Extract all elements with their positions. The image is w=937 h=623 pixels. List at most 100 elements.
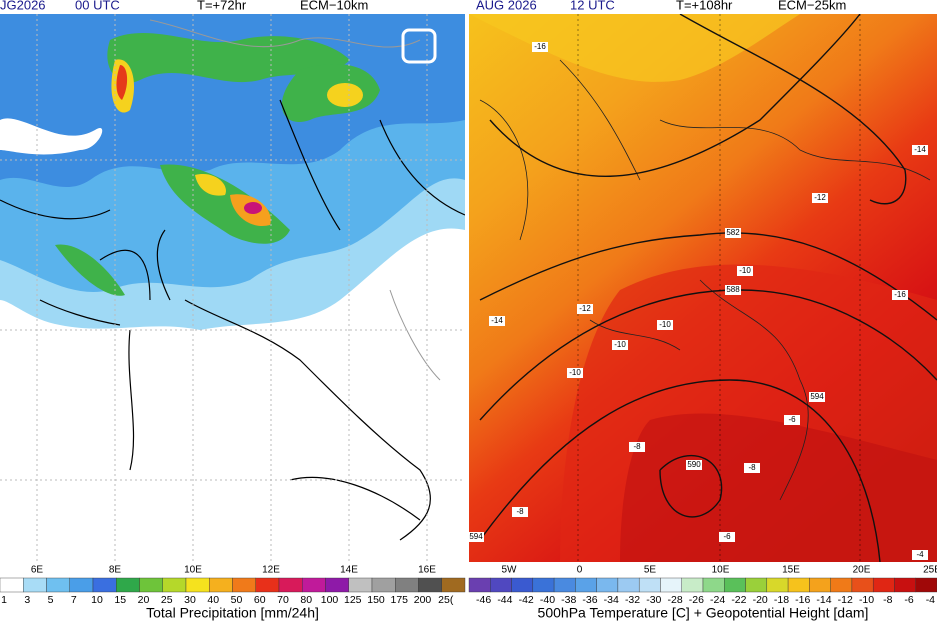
- contour-label: -6: [788, 415, 796, 424]
- colorbar-label: -4: [926, 594, 935, 606]
- contour-label: -10: [739, 266, 751, 275]
- colorbar-swatch: [441, 577, 466, 593]
- colorbar-label: -32: [625, 594, 640, 606]
- lon-label: 25E: [923, 565, 937, 576]
- temperature-map: [469, 14, 937, 562]
- lon-label: 15E: [782, 565, 800, 576]
- contour-label: -6: [723, 532, 731, 541]
- contour-label-box: [725, 285, 741, 295]
- colorbar-label: -30: [646, 594, 661, 606]
- colorbar-label: 20: [138, 594, 150, 606]
- colorbar-swatch: [418, 577, 442, 593]
- colorbar-label: -46: [476, 594, 491, 606]
- contour-label: -4: [916, 550, 924, 559]
- contour-label-box: [512, 507, 528, 517]
- colorbar-swatch: [116, 577, 140, 593]
- colorbar-swatch: [617, 577, 640, 593]
- header-step: T=+108hr: [676, 0, 733, 12]
- contour-label: -16: [894, 290, 906, 299]
- lon-label: 10E: [184, 565, 202, 576]
- colorbar-swatch: [92, 577, 117, 593]
- colorbar-label: -38: [561, 594, 576, 606]
- colorbar-swatch: [660, 577, 682, 593]
- colorbar-label: -26: [689, 594, 704, 606]
- contour-label: -8: [516, 507, 524, 516]
- colorbar-swatch: [69, 577, 94, 593]
- contour-label-box: [725, 228, 741, 238]
- contour-label-box: [719, 532, 735, 542]
- colorbar-label: 60: [254, 594, 266, 606]
- contour-label-box: [629, 442, 645, 452]
- colorbar-label: -6: [904, 594, 913, 606]
- colorbar-label: 1: [1, 594, 7, 606]
- contour-label-box: [809, 392, 825, 402]
- colorbar-swatch: [162, 577, 187, 593]
- header-model: ECM−25km: [778, 0, 846, 12]
- contour-label-box: [532, 42, 548, 52]
- contour-label: -10: [614, 340, 626, 349]
- colorbar-label: -12: [838, 594, 853, 606]
- colorbar-swatch: [766, 577, 789, 593]
- header-date: JG2026: [0, 0, 46, 12]
- colorbar-label: -34: [604, 594, 619, 606]
- lon-label: 0: [577, 565, 583, 576]
- colorbar-label: -44: [497, 594, 512, 606]
- colorbar-label: 30: [184, 594, 196, 606]
- contour-label: -12: [814, 193, 826, 202]
- colorbar-swatch: [681, 577, 704, 593]
- contour-label: -8: [748, 463, 756, 472]
- lon-label: 14E: [340, 565, 358, 576]
- colorbar-label: 10: [91, 594, 103, 606]
- colorbar-swatch: [255, 577, 280, 593]
- header-step: T=+72hr: [197, 0, 247, 12]
- colorbar-label: -8: [883, 594, 892, 606]
- colorbar-swatch: [278, 577, 303, 593]
- colorbar-label: -42: [519, 594, 534, 606]
- colorbar-swatch: [809, 577, 831, 593]
- contour-label-box: [612, 340, 628, 350]
- colorbar-swatch: [395, 577, 419, 593]
- colorbar-swatch: [575, 577, 597, 593]
- colorbar-swatch: [872, 577, 895, 593]
- colorbar-swatch: [787, 577, 810, 593]
- contour-label: -10: [659, 320, 671, 329]
- contour-label-box: [489, 316, 505, 326]
- colorbar-swatch: [851, 577, 874, 593]
- colorbar-swatch: [553, 577, 576, 593]
- colorbar-swatch: [830, 577, 853, 593]
- colorbar-swatch: [468, 577, 491, 593]
- colorbar-label: -20: [753, 594, 768, 606]
- lon-label: 8E: [109, 565, 122, 576]
- contour-label: 594: [469, 532, 483, 541]
- contour-label: -10: [569, 368, 581, 377]
- colorbar-swatch: [724, 577, 746, 593]
- colorbar-swatch: [46, 577, 70, 593]
- contour-label-box: [686, 460, 702, 470]
- colorbar-title: 500hPa Temperature [C] + Geopotential He…: [538, 605, 869, 621]
- colorbar-swatch: [209, 577, 233, 593]
- colorbar-swatch: [638, 577, 661, 593]
- colorbar-label: 150: [367, 594, 385, 606]
- contour-label: -16: [534, 42, 546, 51]
- colorbar-swatch: [185, 577, 210, 593]
- colorbar-label: 25: [161, 594, 173, 606]
- colorbar-label: -28: [667, 594, 682, 606]
- contour-label: -14: [491, 316, 503, 325]
- colorbar-swatch: [745, 577, 768, 593]
- colorbar-swatch: [232, 577, 256, 593]
- colorbar-swatch: [511, 577, 534, 593]
- colorbar-label: -24: [710, 594, 725, 606]
- colorbar-label: -14: [816, 594, 831, 606]
- colorbar-swatch: [23, 577, 47, 593]
- colorbar-label: 125: [344, 594, 362, 606]
- header-time: 12 UTC: [570, 0, 615, 12]
- lon-label: 10E: [712, 565, 730, 576]
- contour-label-box: [577, 304, 593, 314]
- colorbar-label: 70: [277, 594, 289, 606]
- colorbar-swatch: [0, 577, 24, 593]
- colorbar-swatch: [348, 577, 373, 593]
- colorbar-label: -22: [731, 594, 746, 606]
- colorbar-label: 25(: [438, 594, 454, 606]
- colorbar-swatch: [139, 577, 163, 593]
